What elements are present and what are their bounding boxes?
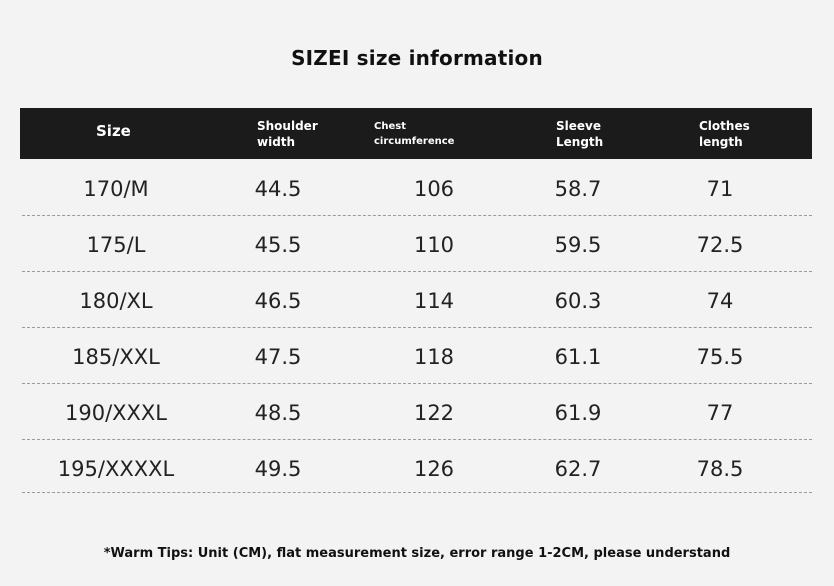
header-chest-circumference: Chest circumference (374, 119, 454, 149)
header-sleeve-line2: Length (556, 135, 604, 149)
header-clothes-line1: Clothes (699, 119, 750, 133)
cell-chest: 122 (413, 401, 455, 425)
cell-chest: 118 (413, 345, 455, 369)
cell-shoulder: 46.5 (254, 289, 302, 313)
cell-shoulder: 47.5 (254, 345, 302, 369)
cell-clothes: 71 (706, 177, 734, 201)
cell-size: 175/L (86, 233, 146, 257)
cell-shoulder: 49.5 (254, 457, 302, 481)
table-row: 190/XXXL 48.5 122 61.9 77 (22, 384, 812, 440)
header-size: Size (96, 122, 131, 140)
header-sleeve-length: Sleeve Length (556, 118, 603, 150)
header-shoulder-line1: Shoulder (257, 119, 318, 133)
cell-clothes: 74 (706, 289, 734, 313)
table-row: 180/XL 46.5 114 60.3 74 (22, 272, 812, 328)
cell-shoulder: 48.5 (254, 401, 302, 425)
cell-sleeve: 61.1 (554, 345, 602, 369)
cell-size: 190/XXXL (64, 401, 168, 425)
cell-chest: 110 (413, 233, 455, 257)
cell-sleeve: 61.9 (554, 401, 602, 425)
cell-size: 185/XXL (72, 345, 160, 369)
header-shoulder-width: Shoulder width (257, 118, 318, 150)
table-header: Size Shoulder width Chest circumference … (20, 108, 812, 159)
cell-clothes: 75.5 (696, 345, 744, 369)
warm-tips-note: *Warm Tips: Unit (CM), flat measurement … (103, 546, 731, 561)
cell-clothes: 77 (706, 401, 734, 425)
table-row: 195/XXXXL 49.5 126 62.7 78.5 (22, 440, 812, 493)
header-clothes-length: Clothes length (699, 118, 750, 150)
header-chest-line1: Chest (374, 121, 406, 132)
cell-clothes: 72.5 (696, 233, 744, 257)
table-row: 185/XXL 47.5 118 61.1 75.5 (22, 328, 812, 384)
header-shoulder-line2: width (257, 135, 296, 149)
cell-sleeve: 62.7 (554, 457, 602, 481)
cell-sleeve: 58.7 (554, 177, 602, 201)
table-row: 170/M 44.5 106 58.7 71 (22, 160, 812, 216)
cell-size: 180/XL (79, 289, 153, 313)
cell-chest: 106 (413, 177, 455, 201)
cell-chest: 126 (413, 457, 455, 481)
cell-sleeve: 60.3 (554, 289, 602, 313)
cell-size: 170/M (83, 177, 149, 201)
cell-clothes: 78.5 (696, 457, 744, 481)
cell-shoulder: 45.5 (254, 233, 302, 257)
size-table-body: 170/M 44.5 106 58.7 71 175/L 45.5 110 59… (22, 160, 812, 493)
table-row: 175/L 45.5 110 59.5 72.5 (22, 216, 812, 272)
header-sleeve-line1: Sleeve (556, 119, 601, 133)
header-chest-line2: circumference (374, 136, 455, 147)
cell-shoulder: 44.5 (254, 177, 302, 201)
cell-size: 195/XXXXL (57, 457, 175, 481)
cell-sleeve: 59.5 (554, 233, 602, 257)
header-clothes-line2: length (699, 135, 743, 149)
cell-chest: 114 (413, 289, 455, 313)
page-title: SIZEI size information (291, 46, 543, 70)
